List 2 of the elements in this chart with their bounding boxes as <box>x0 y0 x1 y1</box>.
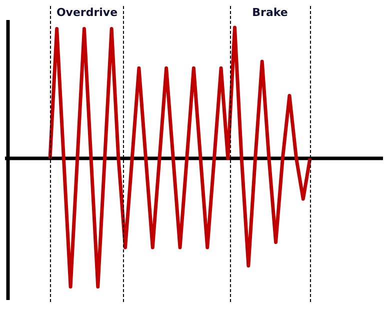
text: Overdrive <box>55 6 119 19</box>
text: Brake <box>251 6 289 19</box>
